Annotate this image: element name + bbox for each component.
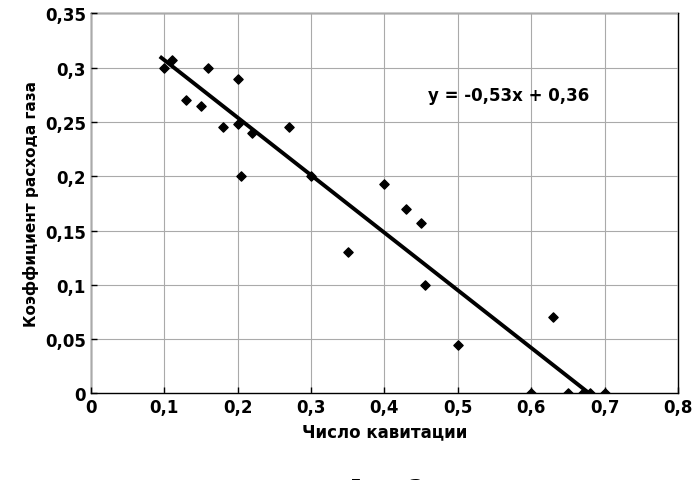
Point [452,341,463,348]
Point [584,390,596,397]
Point [180,97,192,105]
Point [415,220,426,228]
Point [401,205,412,213]
Point [419,281,431,289]
Point [577,390,588,397]
Point [217,124,229,132]
Y-axis label: Коэффициент расхода газа: Коэффициент расхода газа [24,81,39,327]
Point [166,57,178,65]
X-axis label: Число кавитации: Число кавитации [302,422,467,440]
Point [562,390,573,397]
Point [232,75,243,83]
Point [236,173,247,181]
Point [599,390,610,397]
Point [247,130,258,137]
Point [159,65,170,72]
Point [232,121,243,129]
Point [342,249,353,257]
Point [203,65,214,72]
Point [547,314,559,322]
Point [284,124,295,132]
Text: Фиг. 3: Фиг. 3 [346,477,423,480]
Point [526,390,537,397]
Point [379,180,390,188]
Point [305,173,317,181]
Text: y = -0,53x + 0,36: y = -0,53x + 0,36 [428,87,590,105]
Point [195,103,207,110]
